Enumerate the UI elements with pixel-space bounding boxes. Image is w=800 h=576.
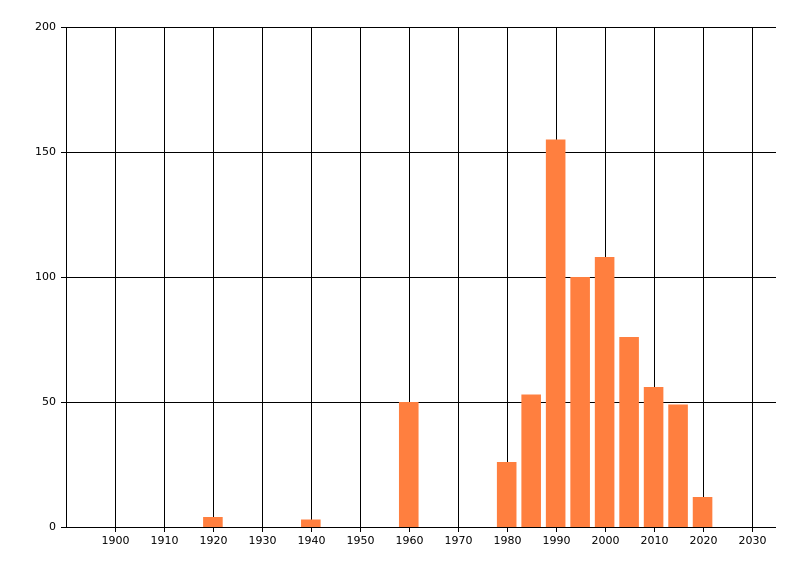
y-tick-label: 100 [35, 270, 56, 283]
x-tick-label: 2020 [690, 534, 718, 547]
bar [619, 337, 639, 527]
x-tick-label: 1990 [543, 534, 571, 547]
x-tick-label: 1930 [249, 534, 277, 547]
bar [643, 387, 664, 527]
x-tick-label: 1910 [151, 534, 179, 547]
x-tick-label: 1950 [347, 534, 375, 547]
x-tick-label: 1900 [102, 534, 130, 547]
bar [521, 394, 541, 527]
bar [301, 519, 321, 527]
x-tick-label: 2030 [739, 534, 767, 547]
bar [570, 277, 590, 527]
x-tick-label: 2000 [592, 534, 620, 547]
x-tick-label: 1920 [200, 534, 228, 547]
bar [668, 404, 688, 527]
y-tick-label: 200 [35, 20, 56, 33]
x-tick-label: 1940 [298, 534, 326, 547]
bar [594, 257, 615, 527]
y-tick-label: 50 [42, 395, 56, 408]
y-tick-label: 0 [49, 520, 56, 533]
x-tick-label: 1970 [445, 534, 473, 547]
x-tick-label: 1980 [494, 534, 522, 547]
y-tick-label: 150 [35, 145, 56, 158]
bar [203, 517, 223, 527]
bar [398, 402, 419, 527]
x-tick-label: 1960 [396, 534, 424, 547]
bar [545, 139, 566, 527]
bar [496, 462, 517, 527]
x-tick-label: 2010 [641, 534, 669, 547]
bar [692, 497, 713, 527]
